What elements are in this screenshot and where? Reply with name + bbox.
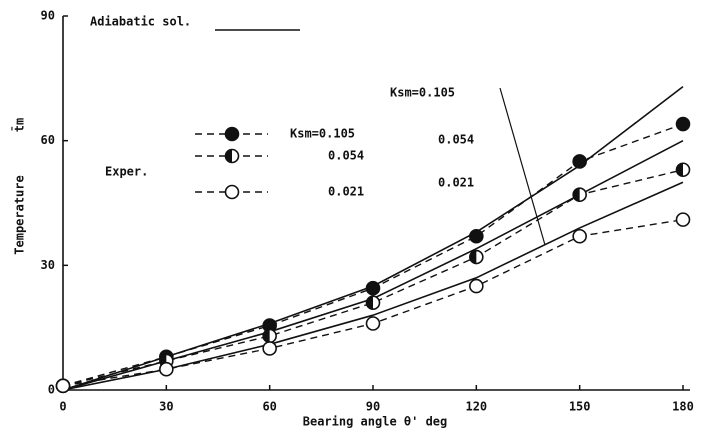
legend-label: 0.054 — [328, 149, 364, 163]
marker-part — [57, 379, 70, 392]
y-tick-label: 30 — [41, 258, 55, 272]
exper-line — [63, 170, 683, 386]
marker — [160, 363, 173, 376]
marker-part — [677, 118, 690, 131]
marker-part — [226, 128, 239, 141]
marker — [470, 280, 483, 293]
marker — [573, 155, 586, 168]
marker — [367, 296, 380, 309]
marker — [573, 230, 586, 243]
leader-line — [500, 88, 545, 245]
adiabatic-line — [63, 87, 683, 390]
legend-label: 0.021 — [328, 185, 364, 199]
marker-part — [367, 317, 380, 330]
line-label: Ksm=0.105 — [390, 86, 455, 100]
x-tick-label: 90 — [366, 400, 380, 414]
legend-label: Ksm=0.105 — [290, 127, 355, 141]
y-axis-label: Temperature — [13, 175, 27, 254]
line-label: 0.054 — [438, 133, 474, 147]
marker — [263, 342, 276, 355]
x-tick-label: 150 — [569, 400, 591, 414]
legend-adiabatic-label: Adiabatic sol. — [90, 15, 191, 29]
legend-exper-label: Exper. — [105, 165, 148, 179]
marker-part — [470, 230, 483, 243]
marker — [470, 230, 483, 243]
marker — [677, 118, 690, 131]
marker-part — [470, 280, 483, 293]
adiabatic-line — [63, 141, 683, 390]
x-axis-label: Bearing angle θ' deg — [303, 415, 448, 429]
y-tick-label: 60 — [41, 133, 55, 147]
marker-part — [160, 363, 173, 376]
marker — [470, 251, 483, 264]
y-tick-label: 0 — [48, 383, 55, 397]
legend-marker — [226, 186, 239, 199]
chart: Bearing angle θ' deg Temperature t̄m Adi… — [0, 0, 704, 438]
x-tick-label: 0 — [59, 400, 66, 414]
x-tick-label: 30 — [159, 400, 173, 414]
marker — [263, 329, 276, 342]
marker-part — [263, 342, 276, 355]
y-tick-label: 90 — [41, 9, 55, 23]
exper-line — [63, 124, 683, 386]
marker — [57, 379, 70, 392]
legend-marker — [226, 150, 239, 163]
x-tick-label: 60 — [262, 400, 276, 414]
marker — [677, 213, 690, 226]
marker — [367, 317, 380, 330]
legend-marker — [226, 128, 239, 141]
marker-part — [677, 213, 690, 226]
marker — [367, 282, 380, 295]
x-tick-label: 120 — [465, 400, 487, 414]
y-axis-symbol: t̄m — [11, 118, 27, 132]
marker-part — [573, 230, 586, 243]
marker — [677, 163, 690, 176]
marker-part — [226, 186, 239, 199]
x-tick-label: 180 — [672, 400, 694, 414]
marker-part — [573, 155, 586, 168]
marker-part — [367, 282, 380, 295]
line-label: 0.021 — [438, 176, 474, 190]
marker — [573, 188, 586, 201]
